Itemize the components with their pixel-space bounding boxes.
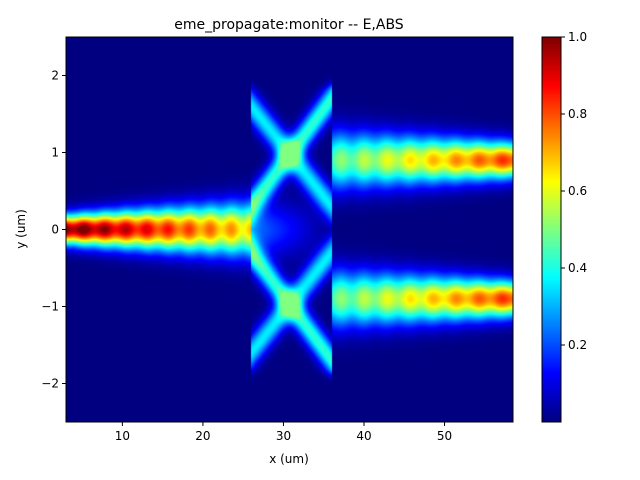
- x-tick-label: 40: [356, 429, 371, 443]
- colorbar-frame: [541, 36, 562, 423]
- colorbar-gradient: [542, 37, 561, 422]
- colorbar-ticks: 0.2 0.4 0.6 0.8 1.0: [561, 30, 587, 352]
- y-axis-label: y (um): [14, 209, 28, 249]
- x-tick-label: 10: [115, 429, 130, 443]
- x-axis-label: x (um): [269, 452, 309, 466]
- field-heatmap: [66, 37, 513, 422]
- y-tick-label: −2: [41, 377, 59, 391]
- plot-area: [65, 36, 514, 423]
- colorbar: 0.2 0.4 0.6 0.8 1.0: [541, 30, 587, 423]
- y-tick-label: 1: [51, 146, 59, 160]
- colorbar-tick-label: 0.8: [568, 107, 587, 121]
- x-axis-ticks: 10 20 30 40 50: [115, 422, 452, 443]
- colorbar-tick-label: 1.0: [568, 30, 587, 44]
- colorbar-tick-label: 0.2: [568, 338, 587, 352]
- colorbar-tick-label: 0.4: [568, 261, 587, 275]
- y-tick-label: 2: [51, 69, 59, 83]
- x-tick-label: 30: [276, 429, 291, 443]
- colorbar-tick-label: 0.6: [568, 184, 587, 198]
- y-tick-label: −1: [41, 300, 59, 314]
- y-tick-label: 0: [51, 223, 59, 237]
- chart-title: eme_propagate:monitor -- E,ABS: [174, 17, 404, 33]
- x-tick-label: 20: [195, 429, 210, 443]
- y-axis-ticks: −2 −1 0 1 2: [41, 69, 66, 391]
- x-tick-label: 50: [437, 429, 452, 443]
